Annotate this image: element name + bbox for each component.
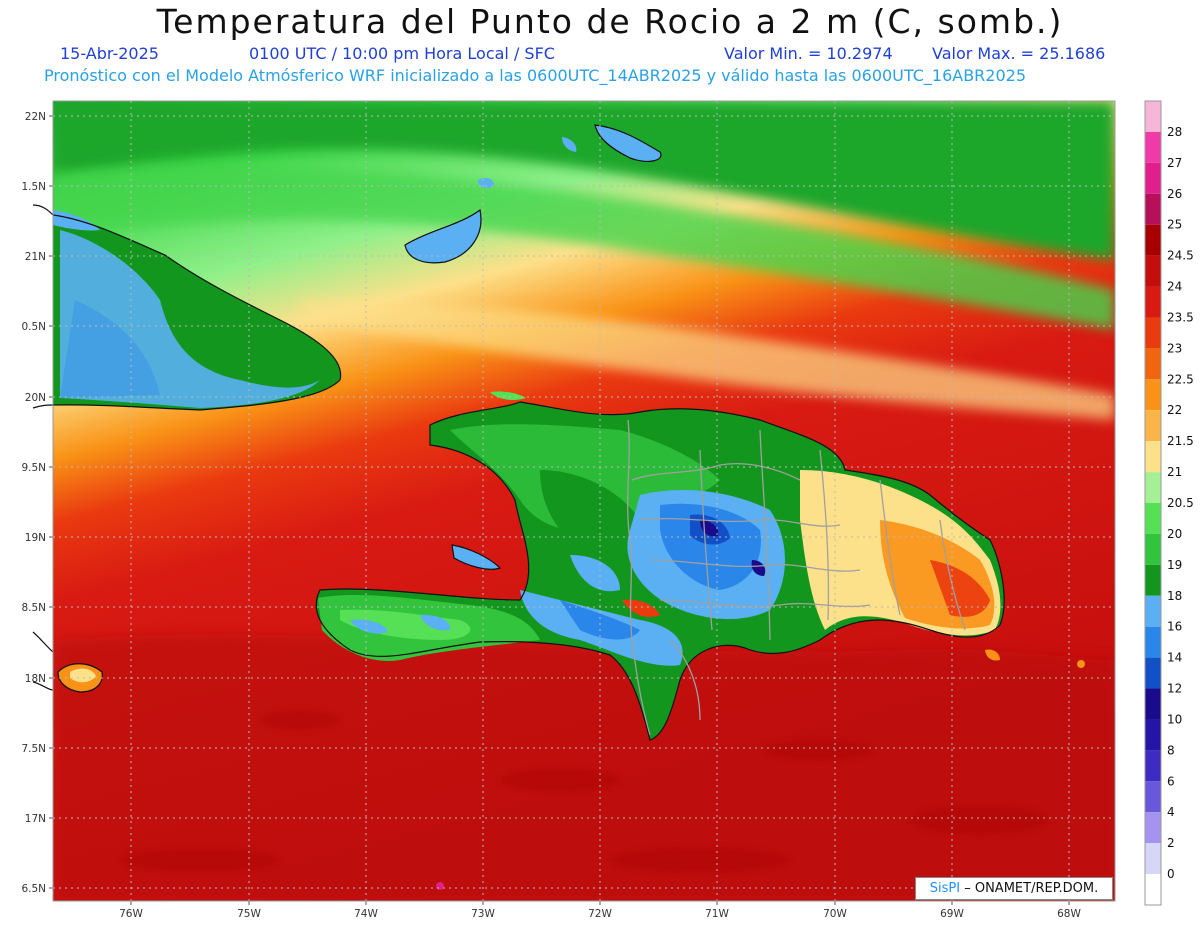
colorbar-label: 25 [1167,218,1182,232]
colorbar-frame [1144,100,1162,906]
colorbar-label: 16 [1167,620,1182,634]
colorbar-label: 26 [1167,187,1182,201]
credit-box: SisPI – ONAMET/REP.DOM. [915,877,1113,900]
lat-label: 6.5N [21,883,46,895]
colorbar-swatch [1145,533,1161,565]
colorbar-label: 6 [1167,774,1175,788]
lat-label: 18N [25,673,46,685]
coastline-stubs [32,204,54,691]
lat-label: 19N [25,532,46,544]
colorbar-label: 10 [1167,712,1182,726]
lat-label: 17N [25,813,46,825]
colorbar-label: 0 [1167,867,1175,881]
lon-label: 70W [823,908,847,920]
lat-label: 20N [25,392,46,404]
lon-label: 72W [588,908,612,920]
map-title: Temperatura del Punto de Rocio a 2 m (C,… [156,2,1064,41]
colorbar-label: 22.5 [1167,372,1194,386]
colorbar-label: 8 [1167,743,1175,757]
province-borders [627,419,966,736]
lat-label: 1.5N [21,181,46,193]
colorbar-swatch [1145,503,1161,534]
colorbar-label: 19 [1167,558,1182,572]
lat-label: 8.5N [21,602,46,614]
colorbar-swatch [1145,472,1161,503]
colorbar-swatch [1145,688,1161,720]
coastlines [53,124,1005,741]
colorbar-swatch [1145,255,1161,287]
colorbar-label: 2 [1167,836,1175,850]
lat-label: 22N [25,111,46,123]
colorbar-swatch [1145,595,1161,627]
colorbar-swatch [1145,626,1161,658]
colorbar-swatch [1145,101,1161,132]
colorbar-label: 18 [1167,589,1182,603]
axis-ticks [49,115,1070,905]
colorbar-swatch [1145,162,1161,194]
lon-label: 69W [940,908,964,920]
valid-date: 15-Abr-2025 [60,44,159,63]
colorbar-swatch [1145,348,1161,380]
colorbar: 2827262524.52423.52322.52221.52120.52019… [1144,100,1194,906]
lon-label: 74W [354,908,378,920]
colorbar-swatch [1145,657,1161,689]
colorbar-swatch [1145,843,1161,875]
lat-label: 7.5N [21,743,46,755]
credit-org: – ONAMET/REP.DOM. [960,881,1099,896]
colorbar-label: 22 [1167,403,1182,417]
lon-label: 76W [119,908,143,920]
max-value: Valor Max. = 25.1686 [932,44,1106,63]
colorbar-swatch [1145,410,1161,442]
min-value: Valor Min. = 10.2974 [724,44,893,63]
dewpoint-field [53,101,1115,901]
colorbar-label: 12 [1167,682,1182,696]
colorbar-swatch [1145,379,1161,411]
colorbar-swatch [1145,874,1161,905]
colorbar-label: 27 [1167,156,1182,170]
lon-label: 68W [1057,908,1081,920]
lat-label: 9.5N [21,462,46,474]
colorbar-label: 21.5 [1167,434,1194,448]
colorbar-swatch [1145,719,1161,751]
colorbar-label: 23 [1167,341,1182,355]
colorbar-label: 24 [1167,280,1182,294]
colorbar-swatch [1145,193,1161,225]
colorbar-swatch [1145,750,1161,782]
colorbar-swatch [1145,781,1161,813]
colorbar-label: 20.5 [1167,496,1194,510]
lat-label: 21N [25,251,46,263]
colorbar-swatch [1145,224,1161,256]
colorbar-label: 4 [1167,805,1175,819]
colorbar-swatch [1145,812,1161,844]
colorbar-swatch [1145,317,1161,349]
colorbar-label: 14 [1167,651,1182,665]
plot-frame [52,100,1116,902]
colorbar-swatch [1145,441,1161,473]
colorbar-label: 23.5 [1167,310,1194,324]
sispi-logo: SisPI [929,881,961,896]
lat-label: 0.5N [21,321,46,333]
colorbar-label: 28 [1167,125,1182,139]
colorbar-label: 24.5 [1167,249,1194,263]
lon-label: 73W [471,908,495,920]
colorbar-label: 20 [1167,527,1182,541]
colorbar-swatch [1145,131,1161,163]
model-info: Pronóstico con el Modelo Atmósferico WRF… [44,66,1027,85]
lat-lon-grid [53,101,1115,901]
colorbar-label: 21 [1167,465,1182,479]
lon-label: 71W [705,908,729,920]
lon-label: 75W [237,908,261,920]
colorbar-swatch [1145,286,1161,318]
colorbar-swatch [1145,564,1161,596]
valid-time: 0100 UTC / 10:00 pm Hora Local / SFC [249,44,555,63]
